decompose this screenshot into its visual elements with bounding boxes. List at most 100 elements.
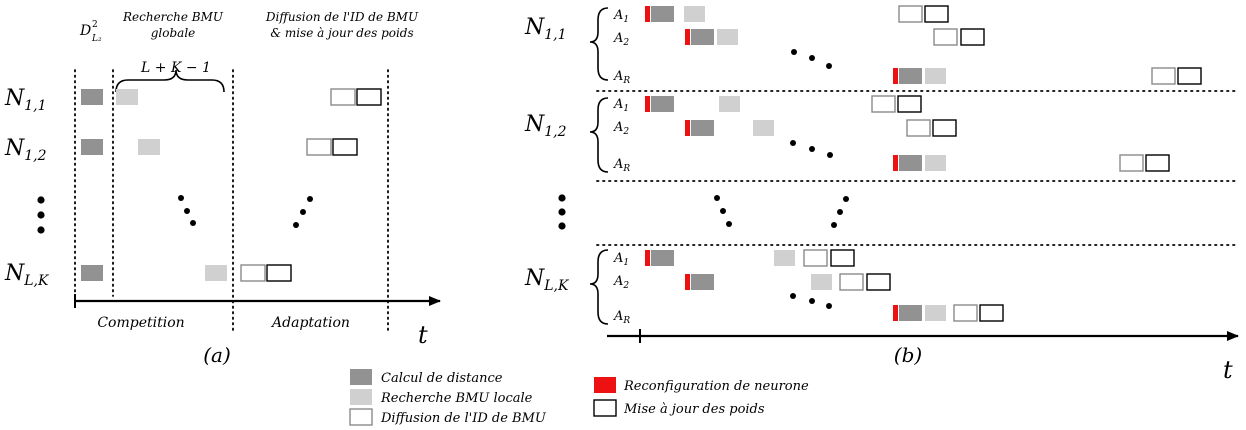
update-block [830, 249, 855, 267]
reconfig-block [645, 96, 650, 112]
group-brace [589, 97, 609, 173]
group-brace [589, 249, 609, 325]
local-search-block [925, 155, 946, 171]
ellipsis-dot [558, 194, 566, 202]
reconfig-block [645, 6, 650, 22]
diffusion-block [898, 5, 923, 23]
phase-competition: Competition [97, 315, 184, 331]
diffusion-block [839, 273, 864, 291]
ellipsis-dot [791, 49, 797, 55]
ellipsis-dot [790, 293, 796, 299]
row-label-n11: N1,1 [4, 86, 47, 114]
ellipsis-dot [826, 303, 832, 309]
ellipsis-dot [37, 196, 45, 204]
header-distance-sub: L₂ [91, 34, 102, 44]
ellipsis-dot [831, 222, 837, 228]
distance-block [899, 68, 922, 84]
legend-swatch-distance [350, 369, 372, 385]
diffusion-block [933, 28, 958, 46]
header-global-search-line1: Recherche BMU [122, 10, 224, 24]
local-search-block [753, 120, 774, 136]
distance-block [651, 6, 674, 22]
local-search-block [925, 68, 946, 84]
ellipsis-dot [827, 152, 833, 158]
diffusion-block [1119, 154, 1144, 172]
panel-b: N1,1 N1,2 NL,K A1 A2 AR A1 A2 AR A1 A2 A… [524, 5, 1239, 384]
update-block [1145, 154, 1170, 172]
distance-block [691, 274, 714, 290]
sub-label-a1: A1 [613, 251, 629, 268]
ellipsis-dot [726, 221, 732, 227]
update-block [960, 28, 985, 46]
sub-label-a2: A2 [613, 274, 629, 291]
distance-block [899, 305, 922, 321]
reconfig-block [645, 250, 650, 266]
diffusion-block [330, 88, 356, 106]
distance-block [899, 155, 922, 171]
ellipsis-dot [714, 195, 720, 201]
ellipsis-dot [843, 196, 849, 202]
group-label-n12: N1,2 [524, 112, 567, 140]
ellipsis-dot [837, 209, 843, 215]
ellipsis-dot [184, 208, 190, 214]
local-search-block [774, 250, 795, 266]
legend-label-reconfig: Reconfiguration de neurone [623, 379, 809, 394]
header-global-search-line2: globale [151, 26, 196, 40]
update-block [932, 119, 957, 137]
group-label-nlk: NL,K [524, 266, 570, 294]
diffusion-block [240, 264, 266, 282]
ellipsis-dot [190, 220, 196, 226]
local-search-block [717, 29, 738, 45]
diffusion-block [953, 304, 978, 322]
local-search-block [684, 6, 705, 22]
legend-swatch-reconfig [594, 377, 616, 393]
sub-label-a2: A2 [613, 120, 629, 137]
reconfig-block [893, 305, 898, 321]
legend: Calcul de distance Recherche BMU locale … [349, 369, 809, 426]
ellipsis-dot [307, 196, 313, 202]
group-brace [589, 7, 609, 81]
ellipsis-dot [558, 208, 566, 216]
group-label-n11: N1,1 [524, 15, 567, 43]
local-search-block [925, 305, 946, 321]
header-distance-sup: 2 [92, 20, 98, 30]
header-diffusion-line1: Diffusion de l'ID de BMU [265, 10, 419, 24]
sub-label-ar: AR [613, 157, 630, 174]
ellipsis-dot [809, 146, 815, 152]
header-distance: D [79, 23, 91, 39]
update-block [924, 5, 949, 23]
local-search-block [116, 89, 138, 105]
diffusion-block [803, 249, 828, 267]
local-search-block [205, 265, 227, 281]
row-label-nlk: NL,K [4, 261, 50, 289]
ellipsis-dot [37, 226, 45, 234]
reconfig-block [893, 68, 898, 84]
ellipsis-dot [37, 211, 45, 219]
distance-block [691, 29, 714, 45]
diffusion-block [871, 95, 896, 113]
legend-swatch-update [593, 399, 617, 417]
legend-label-update: Mise à jour des poids [623, 402, 765, 417]
reconfig-block [685, 29, 690, 45]
sub-label-a1: A1 [613, 8, 629, 25]
reconfig-block [685, 120, 690, 136]
axis-label-t: t [418, 321, 428, 349]
update-block [979, 304, 1004, 322]
update-block [266, 264, 292, 282]
phase-adaptation: Adaptation [270, 315, 350, 331]
diffusion-block [306, 138, 332, 156]
ellipsis-dot [293, 222, 299, 228]
diffusion-block [1151, 67, 1176, 85]
ellipsis-dot [558, 222, 566, 230]
diffusion-block [906, 119, 931, 137]
reconfig-block [685, 274, 690, 290]
distance-block [81, 139, 103, 155]
legend-label-distance: Calcul de distance [381, 371, 503, 386]
distance-block [81, 265, 103, 281]
caption-a: (a) [203, 343, 231, 367]
legend-swatch-diffusion [349, 408, 373, 426]
panel-a: D 2 L₂ Recherche BMU globale Diffusion d… [4, 10, 441, 367]
update-block [332, 138, 358, 156]
distance-block [691, 120, 714, 136]
